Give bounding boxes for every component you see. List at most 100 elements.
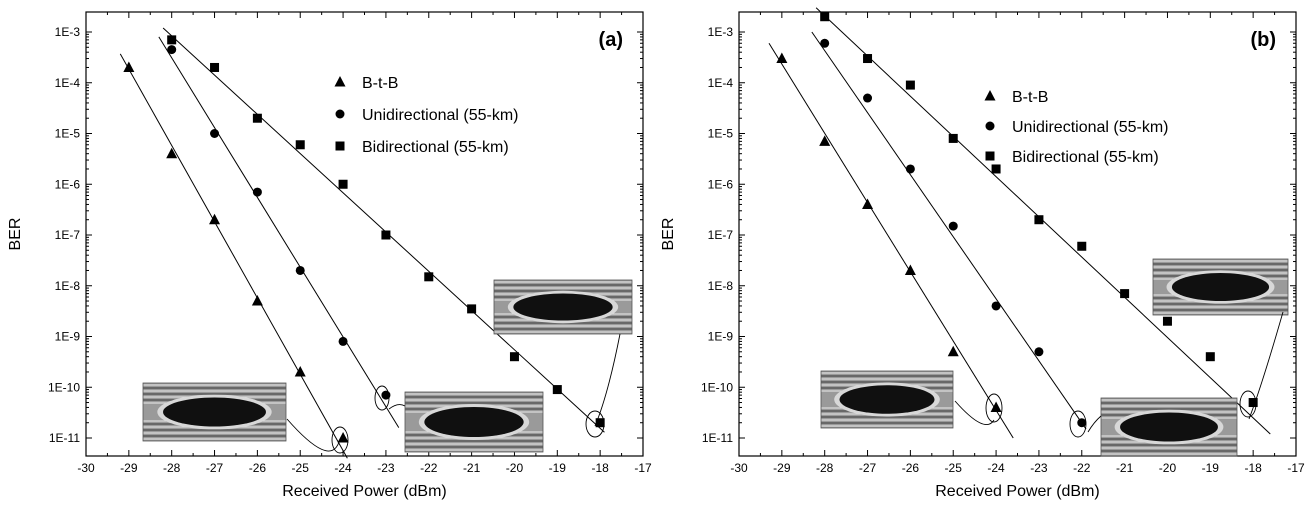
legend-marker-circle	[985, 121, 995, 131]
x-tick-label: -27	[206, 461, 224, 475]
data-point-square	[1034, 215, 1044, 225]
x-tick-label: -30	[77, 461, 95, 475]
data-point-square	[905, 80, 915, 90]
legend-label: B-t-B	[1012, 89, 1048, 106]
legend-marker-circle	[335, 109, 345, 119]
y-tick-label: 1E-8	[708, 279, 734, 293]
y-axis-title: BER	[660, 218, 677, 251]
chart-panel-a: -30 -29 -28 -27 -26 -25 -24 -23 -22 -21 -20 -19 -18 -…	[7, 11, 652, 500]
y-tick-label: 1E-3	[708, 25, 734, 39]
data-point-circle	[863, 93, 873, 103]
x-tick-label: -21	[1116, 461, 1134, 475]
data-point-circle	[905, 164, 915, 174]
data-point-circle	[338, 336, 348, 346]
y-tick-label: 1E-9	[708, 330, 734, 344]
y-tick-label: 1E-6	[708, 177, 734, 191]
fit-line	[811, 31, 1087, 430]
legend-label: Unidirectional (55-km)	[362, 107, 519, 124]
eye-diagram-inset	[1152, 258, 1289, 316]
y-tick-label: 1E-7	[55, 228, 81, 242]
data-point-triangle	[251, 295, 263, 306]
legend-label: Bidirectional (55-km)	[1012, 149, 1159, 166]
legend-label: B-t-B	[362, 75, 398, 92]
inset-arrow	[954, 400, 995, 425]
data-point-square	[467, 304, 477, 314]
x-tick-label: -18	[591, 461, 609, 475]
x-tick-label: -29	[120, 461, 138, 475]
x-tick-label: -21	[463, 461, 481, 475]
data-point-circle	[252, 187, 262, 197]
data-point-triangle	[337, 432, 349, 443]
data-point-square	[863, 54, 873, 64]
x-tick-label: -17	[1287, 461, 1305, 475]
data-point-square	[424, 272, 434, 282]
x-tick-label: -23	[377, 461, 395, 475]
x-tick-label: -29	[773, 461, 791, 475]
x-tick-label: -25	[945, 461, 963, 475]
y-tick-label: 1E-5	[55, 127, 81, 141]
data-point-square	[1077, 241, 1087, 251]
data-point-triangle	[294, 365, 306, 377]
y-tick-label: 1E-5	[708, 127, 734, 141]
data-point-triangle	[776, 52, 788, 64]
legend-marker-square	[985, 151, 995, 161]
eye-diagram-inset	[142, 382, 287, 442]
x-tick-label: -24	[987, 461, 1005, 475]
x-tick-label: -28	[163, 461, 181, 475]
data-point-triangle	[904, 264, 916, 275]
data-point-circle	[381, 390, 391, 400]
y-tick-label: 1E-3	[55, 25, 81, 39]
x-tick-label: -20	[1159, 461, 1177, 475]
y-tick-label: 1E-7	[708, 228, 734, 242]
data-point-square	[820, 12, 830, 22]
data-point-square	[1205, 352, 1215, 362]
data-point-square	[991, 164, 1001, 174]
data-point-circle	[948, 221, 958, 231]
y-tick-label: 1E-8	[55, 279, 81, 293]
y-tick-label: 1E-11	[702, 431, 733, 445]
inset-arrow	[388, 404, 406, 410]
legend-label: Bidirectional (55-km)	[362, 139, 509, 156]
x-tick-label: -26	[249, 461, 267, 475]
highlight-ellipse	[985, 393, 1003, 423]
eye-diagram-inset	[404, 391, 544, 453]
data-point-triangle	[209, 213, 221, 225]
data-point-triangle	[166, 147, 178, 159]
data-point-square	[252, 113, 262, 123]
data-point-circle	[1034, 347, 1044, 357]
x-axis-title: Received Power (dBm)	[282, 483, 447, 500]
data-point-circle	[295, 265, 305, 275]
data-point-square	[338, 179, 348, 189]
y-tick-label: 1E-9	[55, 330, 81, 344]
inset-arrow	[1087, 415, 1102, 433]
chart-panel-b: -30 -29 -28 -27 -26 -25 -24 -23 -22 -21 -20 -19 -18 -…	[660, 7, 1305, 500]
x-axis-title: Received Power (dBm)	[935, 483, 1100, 500]
data-point-square	[1248, 398, 1258, 408]
fit-line	[162, 27, 605, 433]
data-point-square	[1162, 316, 1172, 326]
data-point-square	[948, 133, 958, 143]
fit-line	[119, 53, 348, 459]
data-point-triangle	[862, 198, 874, 209]
data-point-circle	[167, 45, 177, 55]
data-point-square	[295, 140, 305, 150]
y-tick-label: 1E-11	[49, 431, 80, 445]
legend-marker-triangle	[984, 90, 996, 101]
x-tick-label: -18	[1244, 461, 1262, 475]
data-point-triangle	[123, 61, 135, 72]
x-tick-label: -27	[859, 461, 877, 475]
data-point-square	[167, 35, 177, 45]
inset-arrow	[1248, 311, 1284, 420]
y-tick-label: 1E-10	[701, 380, 733, 394]
y-tick-label: 1E-4	[55, 76, 81, 90]
x-tick-label: -30	[730, 461, 748, 475]
fit-line	[768, 42, 1014, 439]
fit-line	[158, 36, 400, 428]
y-tick-label: 1E-4	[708, 76, 734, 90]
legend-label: Unidirectional (55-km)	[1012, 119, 1169, 136]
data-point-square	[595, 418, 605, 428]
data-point-triangle	[819, 135, 831, 146]
x-tick-label: -26	[902, 461, 920, 475]
panel-label: (b)	[1250, 29, 1276, 51]
